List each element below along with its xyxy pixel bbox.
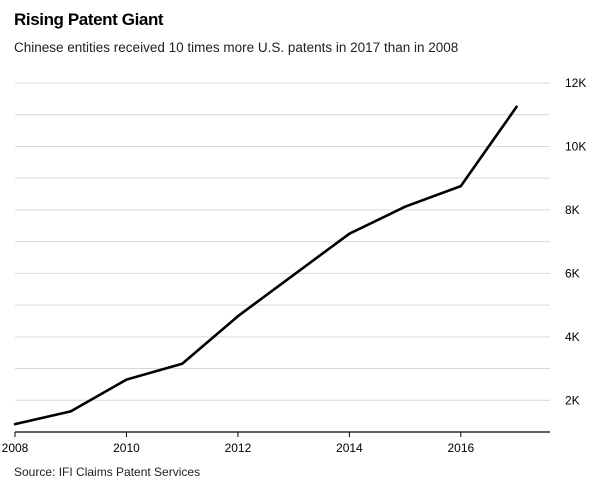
chart-subtitle: Chinese entities received 10 times more … — [14, 40, 459, 55]
x-tick-label: 2008 — [2, 441, 29, 455]
y-tick-label: 2K — [565, 393, 580, 407]
chart-source: Source: IFI Claims Patent Services — [14, 465, 201, 479]
y-tick-label: 8K — [565, 203, 580, 217]
y-tick-label: 6K — [565, 266, 580, 280]
chart-title: Rising Patent Giant — [14, 10, 164, 29]
y-tick-label: 4K — [565, 330, 580, 344]
x-tick-label: 2014 — [336, 441, 363, 455]
y-tick-label: 10K — [565, 139, 586, 153]
y-tick-label: 12K — [565, 76, 586, 90]
x-tick-label: 2012 — [225, 441, 252, 455]
x-tick-label: 2016 — [447, 441, 474, 455]
series-line-0 — [13, 105, 518, 426]
x-tick-label: 2010 — [113, 441, 140, 455]
